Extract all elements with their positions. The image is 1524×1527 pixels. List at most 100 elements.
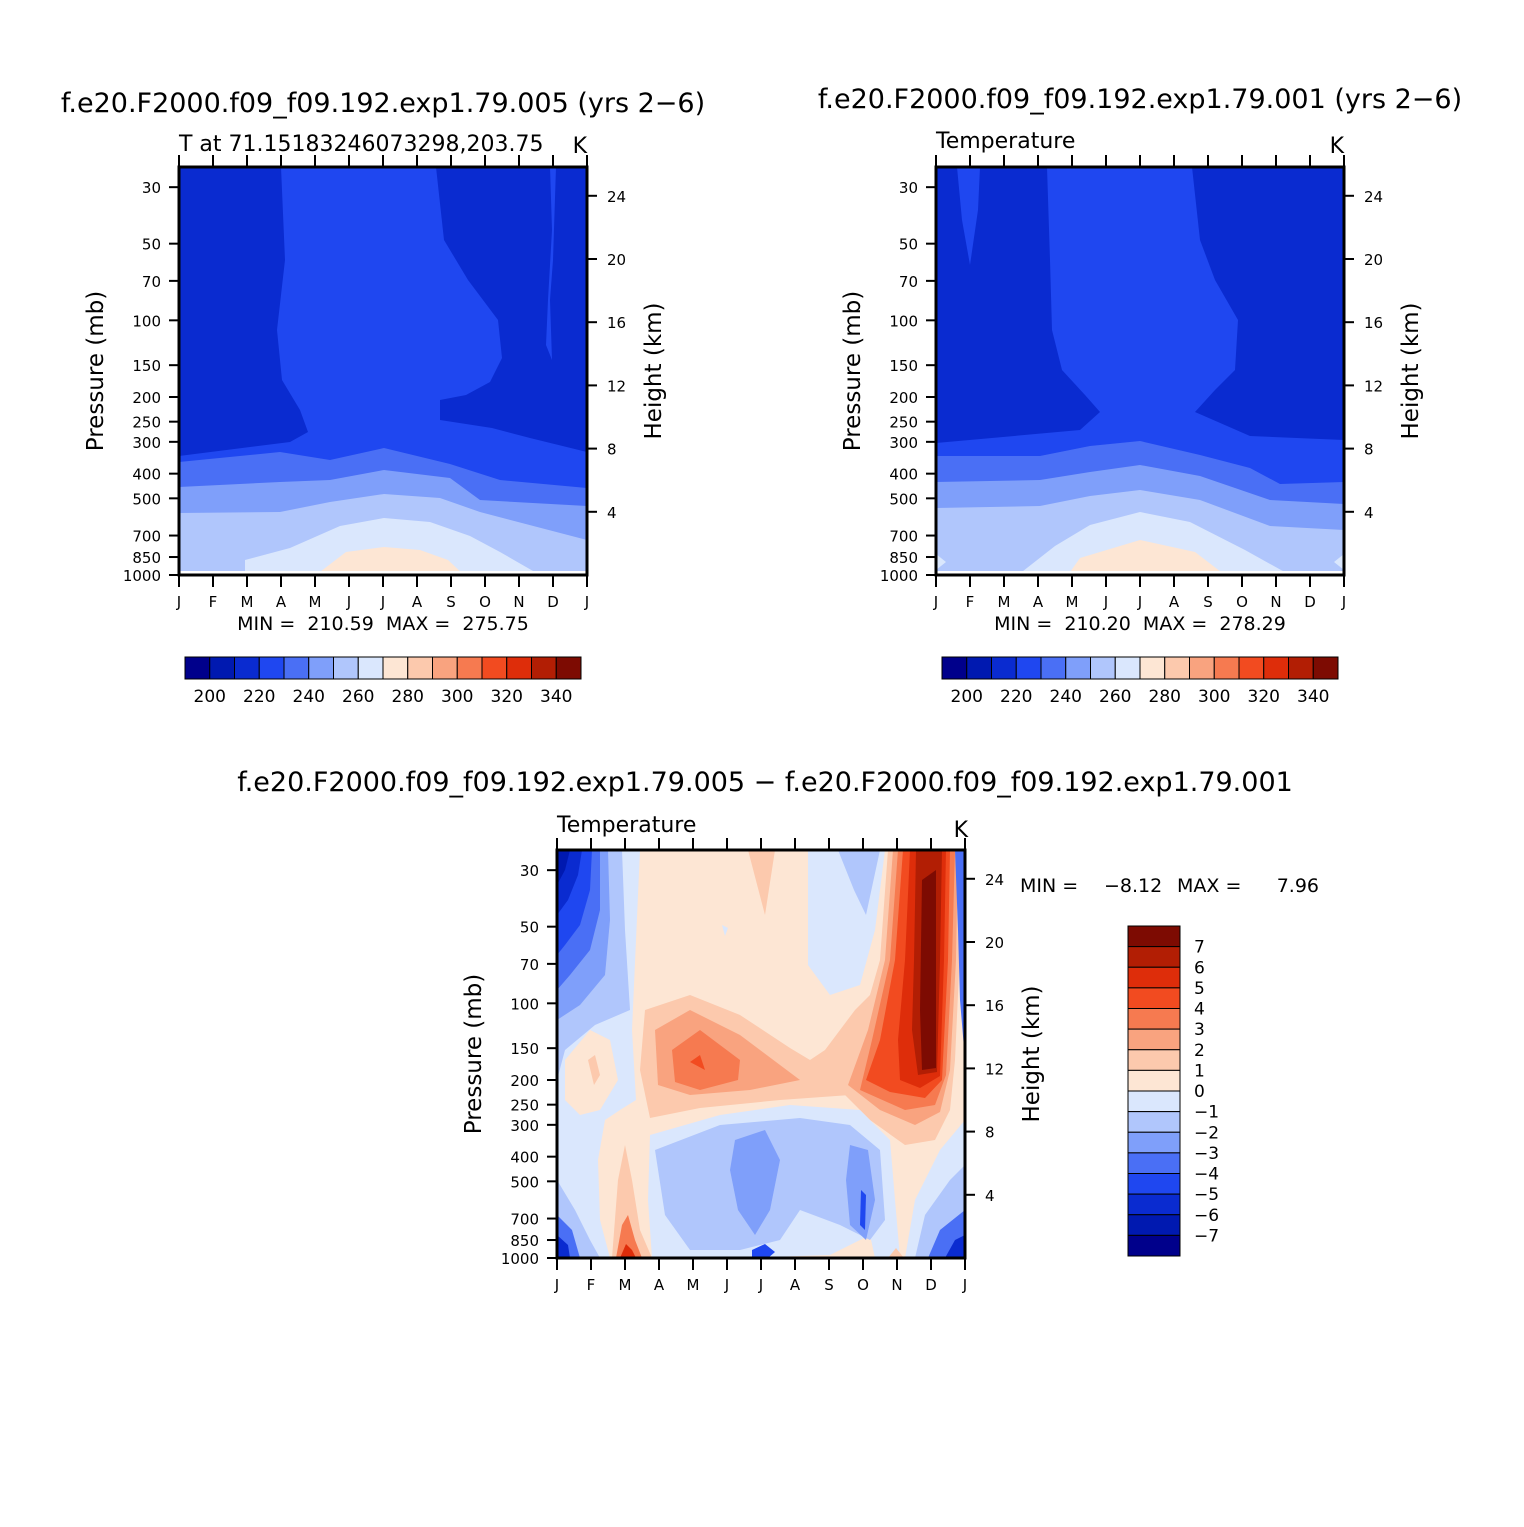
- panel-1-contour-field: [179, 167, 587, 575]
- colorbar-swatch: [991, 656, 1017, 680]
- colorbar-label: 240: [293, 687, 325, 707]
- y-right-tick-label: 16: [1364, 314, 1383, 332]
- panel-2-title: f.e20.F2000.f09_f09.192.exp1.79.001 (yrs…: [818, 84, 1462, 115]
- x-tick-label: O: [857, 1276, 869, 1294]
- y-tick-label: 1000: [880, 567, 918, 585]
- colorbar-swatch: [1127, 1028, 1181, 1051]
- x-tick-label: F: [209, 593, 218, 611]
- y-tick-label: 200: [132, 389, 161, 407]
- colorbar-swatch: [1015, 656, 1042, 680]
- y-tick-label: 200: [889, 389, 918, 407]
- y-tick-label: 150: [510, 1040, 539, 1058]
- y-right-tick-label: 4: [985, 1187, 995, 1205]
- colorbar-swatch: [1127, 946, 1181, 968]
- colorbar-swatch: [1288, 656, 1314, 680]
- panel-2-fill-surface: [936, 571, 1344, 575]
- y-tick-label: 300: [889, 434, 918, 452]
- colorbar-label: 3: [1194, 1020, 1205, 1040]
- panel-1-fill-240-streak: [546, 167, 556, 360]
- y-tick-label: 700: [889, 528, 918, 546]
- colorbar-swatch: [1127, 1090, 1181, 1113]
- colorbar-swatch: [481, 656, 508, 680]
- colorbar-swatch: [1090, 656, 1116, 680]
- x-tick-label: D: [1304, 593, 1316, 611]
- y-right-tick-label: 20: [1364, 251, 1383, 269]
- colorbar-label: 320: [491, 687, 523, 707]
- panel-3-fill-neg5-lower-right: [945, 1235, 965, 1258]
- colorbar-swatch: [1127, 1111, 1181, 1133]
- x-tick-label: A: [412, 593, 423, 611]
- colorbar-label: −7: [1194, 1226, 1219, 1246]
- x-tick-label: A: [790, 1276, 801, 1294]
- y-tick-label: 30: [899, 179, 918, 197]
- colorbar-swatch: [407, 656, 433, 680]
- colorbar-swatch: [1127, 1008, 1181, 1030]
- colorbar-label: 340: [540, 687, 572, 707]
- panel-2-min-max: MIN = 210.20 MAX = 278.29: [994, 613, 1286, 635]
- y-right-tick-label: 12: [985, 1060, 1004, 1078]
- panel-1-title: f.e20.F2000.f09_f09.192.exp1.79.005 (yrs…: [61, 88, 705, 119]
- x-tick-label: J: [933, 593, 938, 611]
- panel-2-subtitle-left: Temperature: [935, 129, 1075, 154]
- panel-2: f.e20.F2000.f09_f09.192.exp1.79.001 (yrs…: [818, 84, 1462, 707]
- panel-3-colorbar: [1127, 925, 1181, 1257]
- panel-3-min-label: MIN =: [1020, 875, 1078, 897]
- panel-3-fill-pos1-left-blob: [588, 1055, 600, 1085]
- x-tick-label: O: [479, 593, 491, 611]
- panel-3-fill-neg2-upper-a: [838, 850, 880, 915]
- panel-3-fill-pos3-mid: [672, 1030, 740, 1090]
- panel-3-fill-neg3-lower-b: [846, 1145, 875, 1240]
- x-tick-label: J: [962, 1276, 967, 1294]
- panel-3-fill-neg-blob-july: [752, 1244, 775, 1258]
- y-right-tick-label: 4: [1364, 504, 1374, 522]
- colorbar-label: −3: [1194, 1144, 1219, 1164]
- x-tick-label: A: [1169, 593, 1180, 611]
- y-right-tick-label: 4: [607, 504, 617, 522]
- y-tick-label: 250: [889, 414, 918, 432]
- x-tick-label: J: [1103, 593, 1108, 611]
- colorbar-label: 260: [342, 687, 374, 707]
- panel-1-ylabel: Pressure (mb): [83, 291, 109, 451]
- colorbar-swatch: [966, 656, 992, 680]
- y-tick-label: 50: [899, 236, 918, 254]
- colorbar-swatch: [941, 656, 968, 680]
- y-tick-label: 850: [889, 549, 918, 567]
- colorbar-swatch: [1127, 1173, 1181, 1195]
- y-tick-label: 30: [142, 179, 161, 197]
- y-tick-label: 70: [520, 956, 539, 974]
- colorbar-label: 260: [1099, 687, 1131, 707]
- panel-2-subtitle-right: K: [1330, 134, 1345, 159]
- colorbar-label: 340: [1297, 687, 1329, 707]
- colorbar-label: 0: [1194, 1082, 1205, 1102]
- x-tick-label: D: [925, 1276, 937, 1294]
- colorbar-swatch: [456, 656, 483, 680]
- panel-2-contour-field: [936, 167, 1344, 575]
- panel-2-ylabel-right: Height (km): [1398, 302, 1424, 439]
- colorbar-swatch: [1312, 656, 1339, 680]
- panel-3-fill-neg1-dot: [722, 925, 728, 936]
- y-right-tick-label: 24: [607, 188, 626, 206]
- x-tick-label: N: [1270, 593, 1281, 611]
- colorbar-swatch: [1127, 925, 1181, 948]
- x-tick-label: S: [824, 1276, 834, 1294]
- colorbar-swatch: [1263, 656, 1289, 680]
- colorbar-label: −6: [1194, 1206, 1219, 1226]
- panel-3-title: f.e20.F2000.f09_f09.192.exp1.79.005 − f.…: [237, 767, 1293, 798]
- x-tick-label: M: [241, 593, 254, 611]
- panel-2-fill-270-left: [936, 554, 946, 570]
- panel-1-fill-surface: [179, 571, 587, 575]
- panel-3-max-value: 7.96: [1277, 875, 1319, 897]
- colorbar-swatch: [1127, 1131, 1181, 1154]
- colorbar-swatch: [1127, 1049, 1181, 1071]
- colorbar-label: 4: [1194, 1000, 1205, 1020]
- colorbar-swatch: [1040, 656, 1067, 680]
- colorbar-label: 300: [441, 687, 473, 707]
- x-tick-label: J: [346, 593, 351, 611]
- x-tick-label: A: [276, 593, 287, 611]
- x-tick-label: F: [966, 593, 975, 611]
- x-tick-label: N: [513, 593, 524, 611]
- y-right-tick-label: 16: [985, 997, 1004, 1015]
